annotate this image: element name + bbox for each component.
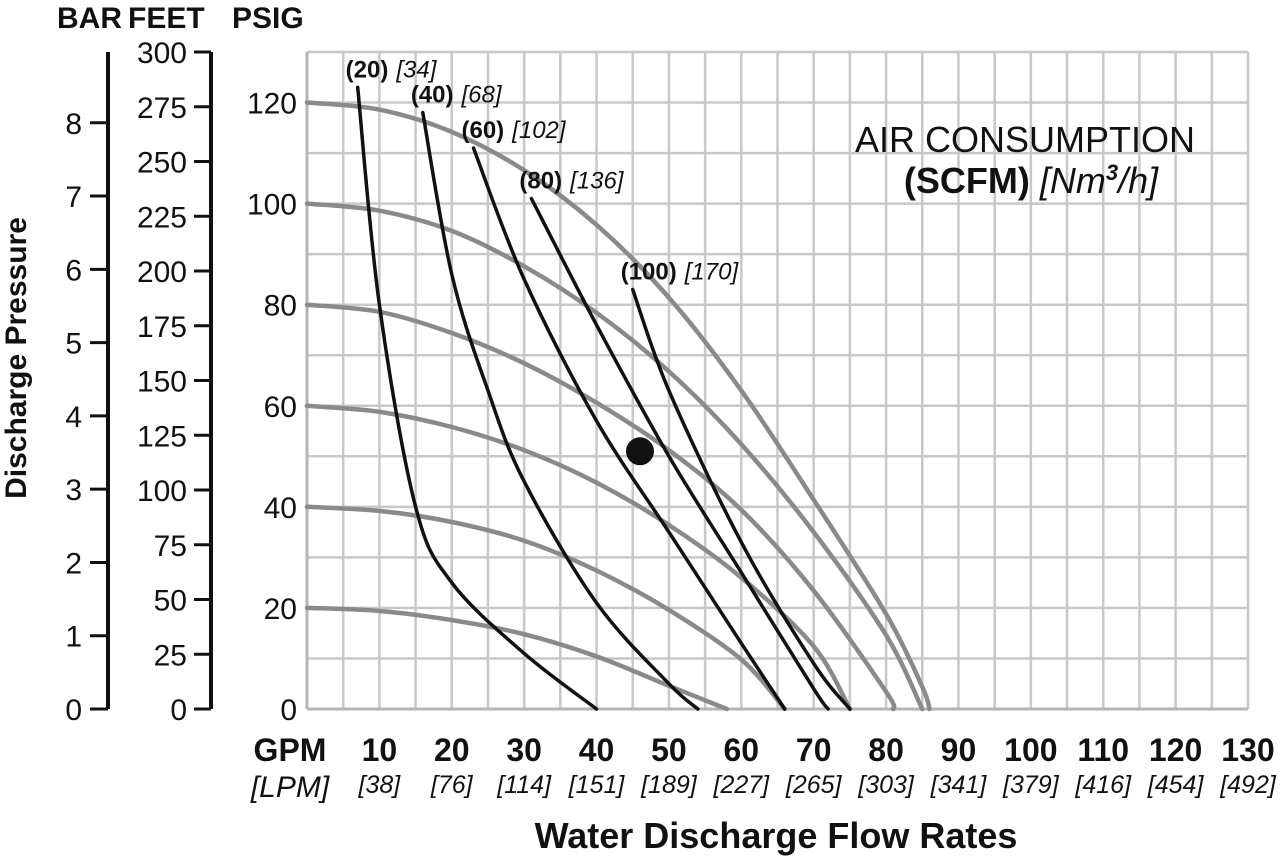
bar-tick-label: 3 bbox=[65, 474, 82, 507]
air-curve-label: (100) [170] bbox=[621, 259, 740, 286]
lpm-tick-label: [227] bbox=[713, 771, 771, 799]
gpm-tick-label: 100 bbox=[1004, 732, 1057, 768]
air-curve-scfm-label: (80) bbox=[519, 168, 562, 195]
lpm-tick-label: [38] bbox=[358, 771, 402, 799]
air-consumption-curves: (20) [34](40) [68] (60) [102] (80) [136] (100) [… bbox=[346, 56, 852, 711]
lpm-unit-label: [LPM] bbox=[250, 771, 330, 804]
feet-tick-label: 100 bbox=[137, 475, 187, 508]
lpm-tick-label: [492] bbox=[1219, 771, 1277, 799]
air-curve-label: (80) [136] bbox=[519, 168, 624, 195]
air-consumption-curve bbox=[421, 110, 700, 711]
bar-unit-label: BAR bbox=[57, 2, 122, 35]
legend-nm3h-unit: [Nm bbox=[1039, 160, 1106, 201]
air-consumption-curve bbox=[355, 85, 599, 711]
lpm-tick-label: [303] bbox=[857, 771, 915, 799]
legend-title: AIR CONSUMPTION bbox=[855, 119, 1195, 160]
chart-markers bbox=[625, 437, 654, 466]
lpm-tick-label: [151] bbox=[568, 771, 626, 799]
legend-nm3h-unit-end: /h] bbox=[1115, 160, 1159, 201]
pressure-curve bbox=[304, 302, 897, 712]
feet-tick-label: 75 bbox=[154, 530, 187, 563]
feet-tick-label: 150 bbox=[137, 366, 187, 399]
feet-unit-label: FEET bbox=[128, 2, 205, 35]
air-consumption-curve bbox=[471, 146, 787, 711]
gpm-tick-label: 10 bbox=[362, 732, 398, 768]
air-curve-label: (60) [102] bbox=[461, 117, 566, 144]
psig-unit-label: PSIG bbox=[232, 2, 304, 35]
legend-units: (SCFM) [Nm3/h] bbox=[904, 160, 1159, 201]
bar-tick-label: 6 bbox=[65, 254, 82, 287]
feet-tick-label: 50 bbox=[154, 585, 187, 618]
air-curve-nm3h-label: [170] bbox=[684, 259, 740, 286]
air-curve-nm3h-label: [34] bbox=[395, 56, 437, 83]
operating-point-marker bbox=[625, 437, 654, 466]
gpm-tick-label: 120 bbox=[1149, 732, 1202, 768]
psig-tick-label: 100 bbox=[247, 189, 297, 222]
feet-tick-label: 250 bbox=[137, 147, 187, 180]
psig-tick-label: 0 bbox=[280, 694, 297, 727]
lpm-tick-label: [114] bbox=[496, 771, 552, 799]
air-curve-nm3h-label: [136] bbox=[569, 168, 625, 195]
lpm-tick-label: [265] bbox=[785, 771, 843, 799]
feet-tick-label: 0 bbox=[170, 694, 187, 727]
chart-grid bbox=[305, 50, 1250, 711]
air-curve-scfm-label: (60) bbox=[461, 117, 504, 144]
bar-tick-label: 1 bbox=[65, 621, 82, 654]
bar-tick-label: 7 bbox=[65, 181, 82, 214]
psig-tick-label: 120 bbox=[247, 88, 297, 121]
pressure-curve bbox=[304, 100, 932, 712]
feet-tick-label: 300 bbox=[137, 37, 187, 70]
gpm-tick-label: 30 bbox=[506, 732, 542, 768]
air-curve-scfm-label: (20) bbox=[346, 56, 389, 83]
feet-tick-label: 175 bbox=[137, 311, 187, 344]
bar-tick-label: 0 bbox=[65, 694, 82, 727]
gpm-tick-label: 60 bbox=[724, 732, 760, 768]
lpm-tick-label: [76] bbox=[430, 771, 474, 799]
lpm-tick-label: [454] bbox=[1147, 771, 1205, 799]
feet-tick-label: 200 bbox=[137, 256, 187, 289]
gpm-tick-label: 40 bbox=[579, 732, 615, 768]
x-axis-title: Water Discharge Flow Rates bbox=[535, 815, 1018, 856]
air-curve-label: (40) [68] bbox=[411, 82, 503, 109]
air-curve-label: (20) [34] bbox=[346, 56, 438, 83]
bar-tick-label: 4 bbox=[65, 401, 82, 434]
air-consumption-curve bbox=[630, 287, 852, 711]
psig-tick-label: 60 bbox=[264, 391, 297, 424]
psig-tick-label: 40 bbox=[264, 492, 297, 525]
gpm-tick-label: 130 bbox=[1221, 732, 1274, 768]
psig-tick-label: 20 bbox=[264, 593, 297, 626]
pressure-curve bbox=[304, 403, 853, 712]
lpm-tick-label: [341] bbox=[930, 771, 988, 799]
gpm-tick-label: 20 bbox=[434, 732, 470, 768]
air-curve-nm3h-label: [102] bbox=[511, 117, 567, 144]
air-curve-scfm-label: (100) bbox=[621, 259, 677, 286]
psig-tick-label: 80 bbox=[264, 290, 297, 323]
lpm-tick-label: [416] bbox=[1074, 771, 1132, 799]
bar-tick-label: 5 bbox=[65, 328, 82, 361]
gpm-tick-label: 90 bbox=[941, 732, 977, 768]
lpm-tick-label: [379] bbox=[1002, 771, 1060, 799]
bar-tick-label: 2 bbox=[65, 547, 82, 580]
gpm-tick-label: 80 bbox=[868, 732, 904, 768]
gpm-tick-label: 110 bbox=[1077, 732, 1129, 768]
feet-tick-label: 275 bbox=[137, 92, 187, 125]
feet-tick-label: 25 bbox=[154, 639, 187, 672]
gpm-unit-label: GPM bbox=[254, 732, 327, 768]
feet-tick-label: 225 bbox=[137, 201, 187, 234]
gpm-tick-label: 70 bbox=[796, 732, 832, 768]
air-curve-scfm-label: (40) bbox=[411, 82, 454, 109]
y-axis-title: Discharge Pressure bbox=[0, 217, 33, 499]
legend-nm3h-superscript: 3 bbox=[1106, 160, 1118, 185]
legend-scfm-unit: (SCFM) bbox=[904, 160, 1030, 201]
air-consumption-curve bbox=[529, 196, 830, 711]
gpm-tick-label: 50 bbox=[651, 732, 687, 768]
lpm-tick-label: [189] bbox=[640, 771, 698, 799]
bar-tick-label: 8 bbox=[65, 108, 82, 141]
chart-axes: 0204060801001200255075100125150175200225… bbox=[65, 37, 1277, 799]
air-curve-nm3h-label: [68] bbox=[461, 82, 503, 109]
feet-tick-label: 125 bbox=[137, 420, 187, 453]
